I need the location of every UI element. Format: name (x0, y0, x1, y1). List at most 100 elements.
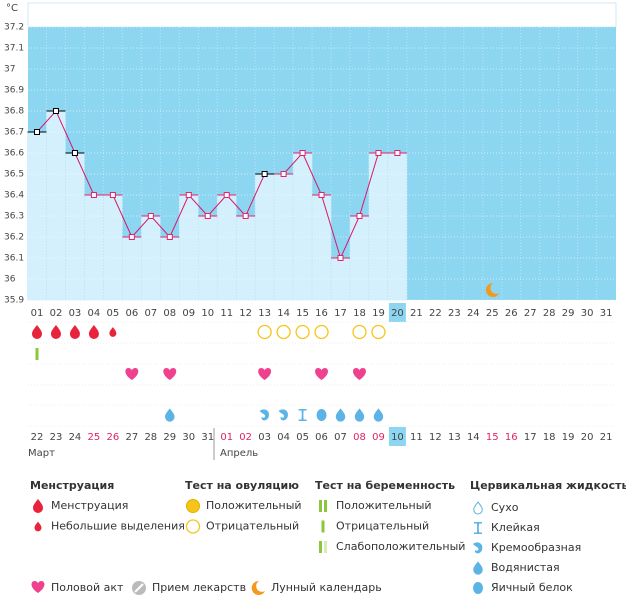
date-label: 20 (581, 432, 594, 443)
legend-icon (321, 520, 325, 533)
legend-label: Положительный (336, 499, 432, 512)
day-icon (69, 325, 80, 339)
point (280, 171, 287, 177)
date-label: 03 (258, 432, 271, 443)
circle (314, 324, 329, 340)
y-tick-label: 36.7 (4, 128, 24, 138)
pill-line (134, 583, 144, 593)
moon (251, 580, 265, 595)
x-tick-label: 08 (163, 308, 176, 319)
x-tick-label: 31 (600, 308, 613, 319)
day-icon (88, 325, 99, 339)
legend-label: Водянистая (491, 561, 560, 574)
day-icon (50, 325, 61, 339)
moon (485, 282, 500, 297)
point (337, 255, 344, 261)
x-tick-label: 13 (258, 308, 271, 319)
date-label: 10 (391, 432, 404, 443)
legend-icon (31, 581, 45, 593)
y-tick-label: 35.9 (4, 296, 24, 306)
date-label: 12 (429, 432, 442, 443)
drop (88, 325, 99, 339)
moon-icon (485, 282, 500, 297)
legend-label: Прием лекарств (152, 581, 246, 594)
temperature-column (311, 194, 332, 301)
temperature-column (46, 110, 66, 301)
point (34, 129, 40, 135)
date-label: 30 (182, 432, 195, 443)
day-icon (298, 409, 307, 421)
day-icon (163, 368, 177, 380)
x-tick-label: 28 (543, 308, 556, 319)
legend-title: Тест на беременность (315, 479, 455, 492)
y-tick-label: 37.1 (4, 44, 24, 54)
date-label: 28 (144, 432, 157, 443)
point (185, 192, 192, 198)
x-tick-label: 06 (125, 308, 138, 319)
day-icon (295, 324, 310, 340)
date-label: 08 (353, 432, 366, 443)
bar (319, 541, 322, 553)
legend-label: Яичный белок (491, 581, 573, 594)
y-tick-label: 36.4 (4, 191, 24, 201)
day-icon (335, 408, 346, 422)
temperature-column (387, 152, 408, 301)
y-tick-label: 36.1 (4, 254, 24, 264)
legend-label: Сухо (491, 501, 519, 514)
day-icon (32, 325, 42, 339)
day-icon (278, 409, 289, 421)
x-tick-label: 16 (315, 308, 328, 319)
point (394, 150, 401, 156)
temperature-column (122, 236, 142, 301)
date-label: 24 (69, 432, 82, 443)
day-icon (314, 324, 329, 340)
point (128, 234, 135, 240)
y-tick-label: 36.6 (4, 149, 24, 159)
x-tick-label: 25 (486, 308, 499, 319)
y-axis-label: °C (6, 3, 18, 14)
creamy (473, 542, 483, 554)
x-tick-label: 02 (50, 308, 63, 319)
temperature-column (216, 194, 237, 301)
x-tick-label: 04 (88, 308, 101, 319)
x-tick-label: 19 (372, 308, 385, 319)
day-icon (165, 408, 175, 422)
point (204, 213, 211, 219)
y-tick-label: 36.3 (4, 212, 24, 222)
date-label: 13 (448, 432, 461, 443)
date-label: 05 (296, 432, 309, 443)
x-tick-label: 07 (144, 308, 157, 319)
day-icon (259, 409, 270, 421)
point (261, 171, 268, 177)
day-icon (276, 324, 291, 340)
x-tick-label: 26 (505, 308, 518, 319)
date-label: 18 (543, 432, 556, 443)
day-icon (125, 368, 139, 380)
heart (163, 368, 177, 380)
drop (109, 327, 117, 337)
bar (35, 348, 39, 360)
drop (473, 501, 483, 515)
temperature-column (84, 194, 104, 301)
y-tick-label: 36.8 (4, 107, 24, 117)
temperature-column (292, 152, 313, 301)
date-label: 11 (410, 432, 423, 443)
x-tick-label: 10 (201, 308, 214, 319)
x-tick-label: 11 (220, 308, 233, 319)
legend-label: Положительный (206, 499, 302, 512)
date-label: 16 (505, 432, 518, 443)
legend-icon (473, 501, 483, 515)
legend-icon (186, 499, 200, 513)
date-label: 29 (163, 432, 176, 443)
y-tick-label: 36.5 (4, 170, 24, 180)
day-icon (316, 409, 327, 421)
month-label: Март (28, 448, 55, 459)
legend-label: Небольшие выделения (51, 520, 185, 533)
x-tick-label: 27 (524, 308, 537, 319)
month-label: Апрель (220, 448, 258, 459)
legend-icon (185, 519, 201, 534)
y-tick-label: 36 (4, 275, 16, 285)
legend-icon (33, 499, 43, 513)
drop (354, 408, 365, 422)
